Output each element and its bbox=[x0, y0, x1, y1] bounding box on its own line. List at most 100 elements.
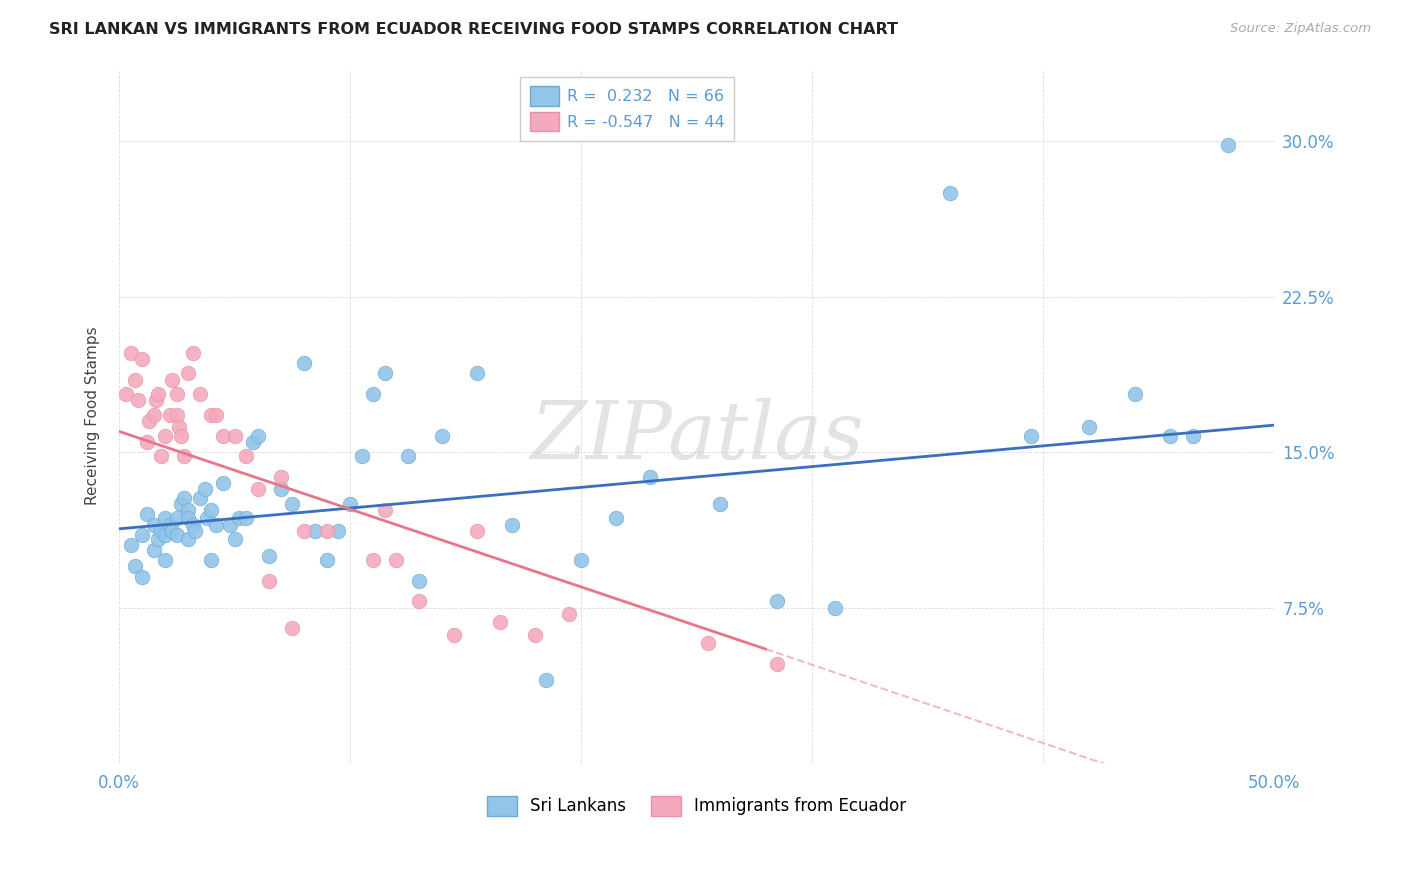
Point bbox=[224, 428, 246, 442]
Point bbox=[281, 497, 304, 511]
Point bbox=[181, 345, 204, 359]
Point bbox=[181, 517, 204, 532]
Point bbox=[193, 483, 215, 497]
Point bbox=[235, 449, 257, 463]
Point bbox=[145, 393, 167, 408]
Point bbox=[408, 574, 430, 588]
Point bbox=[316, 524, 339, 538]
Point bbox=[212, 476, 235, 491]
Point bbox=[1078, 420, 1101, 434]
Point bbox=[558, 607, 581, 621]
Point bbox=[1021, 428, 1043, 442]
Point bbox=[155, 428, 177, 442]
Point bbox=[1216, 138, 1239, 153]
Point bbox=[242, 434, 264, 449]
Point bbox=[166, 387, 188, 401]
Y-axis label: Receiving Food Stamps: Receiving Food Stamps bbox=[86, 326, 100, 505]
Point bbox=[766, 594, 789, 608]
Point bbox=[385, 553, 408, 567]
Point bbox=[200, 503, 222, 517]
Point bbox=[361, 387, 384, 401]
Point bbox=[200, 553, 222, 567]
Point bbox=[142, 408, 165, 422]
Point bbox=[120, 538, 142, 552]
Point bbox=[166, 408, 188, 422]
Point bbox=[127, 393, 149, 408]
Point bbox=[135, 508, 157, 522]
Point bbox=[135, 434, 157, 449]
Point bbox=[188, 387, 211, 401]
Point bbox=[1123, 387, 1146, 401]
Point bbox=[270, 483, 292, 497]
Point bbox=[1181, 428, 1204, 442]
Point bbox=[166, 528, 188, 542]
Point bbox=[1159, 428, 1181, 442]
Point bbox=[219, 517, 242, 532]
Legend: Sri Lankans, Immigrants from Ecuador: Sri Lankans, Immigrants from Ecuador bbox=[478, 788, 915, 824]
Point bbox=[224, 532, 246, 546]
Point bbox=[167, 420, 190, 434]
Point bbox=[501, 517, 523, 532]
Point bbox=[138, 414, 160, 428]
Point bbox=[465, 367, 488, 381]
Point bbox=[212, 428, 235, 442]
Point bbox=[228, 511, 250, 525]
Point bbox=[124, 372, 146, 386]
Point bbox=[205, 517, 228, 532]
Point bbox=[184, 524, 207, 538]
Point bbox=[316, 553, 339, 567]
Point bbox=[131, 569, 153, 583]
Point bbox=[159, 408, 181, 422]
Point bbox=[120, 345, 142, 359]
Point bbox=[188, 491, 211, 505]
Point bbox=[374, 503, 396, 517]
Point bbox=[536, 673, 558, 688]
Point bbox=[569, 553, 592, 567]
Point bbox=[170, 497, 193, 511]
Point bbox=[339, 497, 361, 511]
Point bbox=[605, 511, 627, 525]
Point bbox=[465, 524, 488, 538]
Point bbox=[155, 511, 177, 525]
Point bbox=[160, 524, 183, 538]
Point bbox=[200, 408, 222, 422]
Point bbox=[166, 511, 188, 525]
Point bbox=[173, 449, 195, 463]
Point bbox=[489, 615, 512, 629]
Point bbox=[131, 528, 153, 542]
Point bbox=[149, 524, 172, 538]
Point bbox=[328, 524, 350, 538]
Text: Source: ZipAtlas.com: Source: ZipAtlas.com bbox=[1230, 22, 1371, 36]
Point bbox=[173, 491, 195, 505]
Point bbox=[142, 542, 165, 557]
Point bbox=[443, 627, 465, 641]
Point bbox=[939, 186, 962, 200]
Point bbox=[246, 428, 269, 442]
Point bbox=[177, 511, 200, 525]
Point bbox=[432, 428, 454, 442]
Point bbox=[766, 657, 789, 671]
Point bbox=[292, 524, 315, 538]
Point bbox=[361, 553, 384, 567]
Point bbox=[142, 517, 165, 532]
Point bbox=[281, 621, 304, 635]
Point bbox=[155, 528, 177, 542]
Point bbox=[523, 627, 546, 641]
Point bbox=[709, 497, 731, 511]
Point bbox=[159, 517, 181, 532]
Point bbox=[408, 594, 430, 608]
Point bbox=[257, 549, 280, 563]
Point bbox=[131, 351, 153, 366]
Point bbox=[246, 483, 269, 497]
Point bbox=[177, 367, 200, 381]
Point bbox=[148, 532, 170, 546]
Point bbox=[155, 553, 177, 567]
Point bbox=[160, 372, 183, 386]
Point bbox=[235, 511, 257, 525]
Text: ZIPatlas: ZIPatlas bbox=[530, 398, 863, 475]
Point bbox=[177, 503, 200, 517]
Point bbox=[292, 356, 315, 370]
Point bbox=[374, 367, 396, 381]
Point bbox=[115, 387, 138, 401]
Point bbox=[257, 574, 280, 588]
